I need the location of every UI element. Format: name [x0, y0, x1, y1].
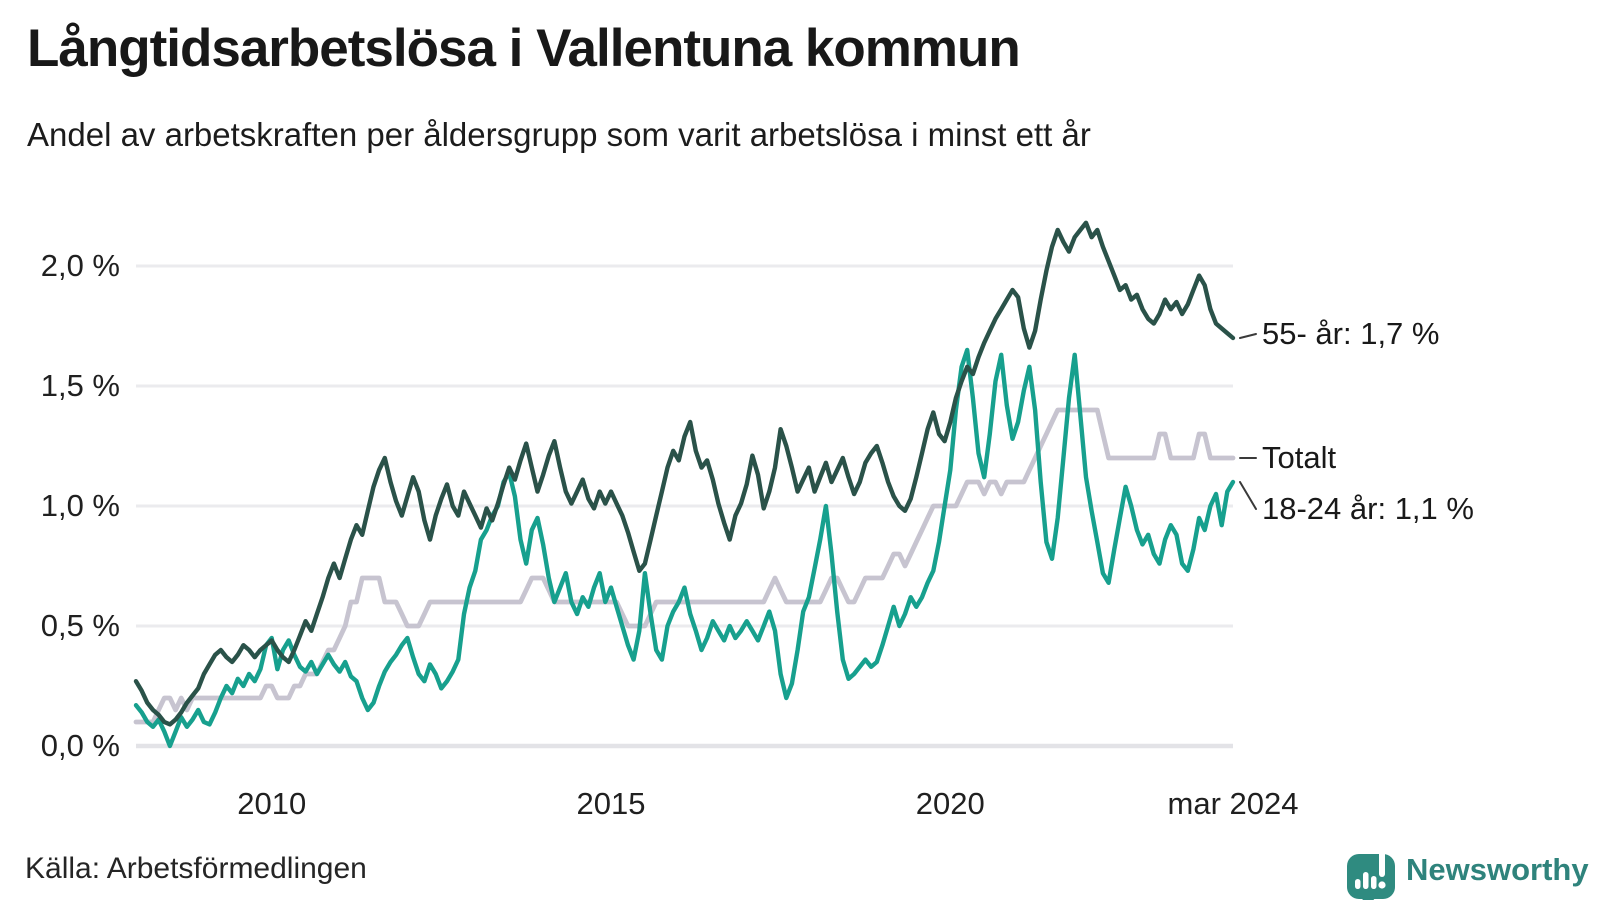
y-tick-label: 0,0 %	[40, 728, 120, 763]
series-label-18-24-ar: 18-24 år: 1,1 %	[1262, 491, 1474, 526]
x-tick-label: 2020	[915, 786, 985, 821]
series-line-18-24-r	[133, 347, 1236, 749]
series-lines	[133, 220, 1236, 749]
x-tick-label: 2015	[576, 786, 646, 821]
series-label-totalt: Totalt	[1262, 440, 1337, 475]
newsworthy-logo: Newsworthy	[1346, 848, 1589, 900]
series-label-55-ar: 55- år: 1,7 %	[1262, 316, 1440, 351]
y-tick-label: 0,5 %	[40, 608, 120, 643]
newsworthy-wordmark: Newsworthy	[1406, 852, 1589, 887]
y-tick-label: 1,0 %	[40, 488, 120, 523]
y-tick-label: 1,5 %	[40, 368, 120, 403]
series-line-Totalt	[133, 407, 1236, 725]
y-tick-label: 2,0 %	[40, 248, 120, 283]
source-note: Källa: Arbetsförmedlingen	[25, 852, 367, 885]
page-subtitle: Andel av arbetskraften per åldersgrupp s…	[27, 116, 1091, 153]
series-line-55-r	[133, 220, 1236, 727]
label-connector	[1239, 481, 1257, 510]
page-title: Långtidsarbetslösa i Vallentuna kommun	[27, 19, 1021, 78]
x-tick-label: 2010	[237, 786, 307, 821]
label-connector	[1239, 333, 1257, 339]
newsworthy-bubble-icon	[1347, 850, 1395, 900]
x-tick-label: mar 2024	[1167, 786, 1299, 821]
label-connectors	[1239, 333, 1257, 510]
gridlines	[136, 264, 1233, 749]
